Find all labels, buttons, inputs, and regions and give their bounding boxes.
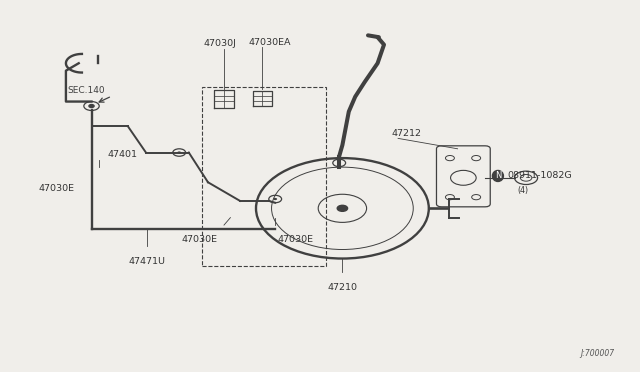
Circle shape xyxy=(337,205,348,211)
Circle shape xyxy=(337,162,341,164)
Circle shape xyxy=(273,198,277,200)
Bar xyxy=(202,87,326,266)
Text: N: N xyxy=(495,171,501,180)
Text: 47210: 47210 xyxy=(328,283,357,292)
Text: (4): (4) xyxy=(517,186,529,195)
Text: 47030E: 47030E xyxy=(38,185,74,193)
Text: 47030E: 47030E xyxy=(278,235,314,244)
Text: 47212: 47212 xyxy=(392,129,422,138)
Circle shape xyxy=(177,151,181,154)
Text: 47471U: 47471U xyxy=(129,257,166,266)
Text: 47030E: 47030E xyxy=(182,235,218,244)
Text: 47030J: 47030J xyxy=(204,39,236,48)
Text: SEC.140: SEC.140 xyxy=(67,86,105,94)
Text: J:700007: J:700007 xyxy=(580,349,614,358)
Text: 47401: 47401 xyxy=(108,150,138,159)
Circle shape xyxy=(89,105,94,108)
Text: 47030EA: 47030EA xyxy=(248,38,291,46)
Text: 08911-1082G: 08911-1082G xyxy=(508,171,572,180)
